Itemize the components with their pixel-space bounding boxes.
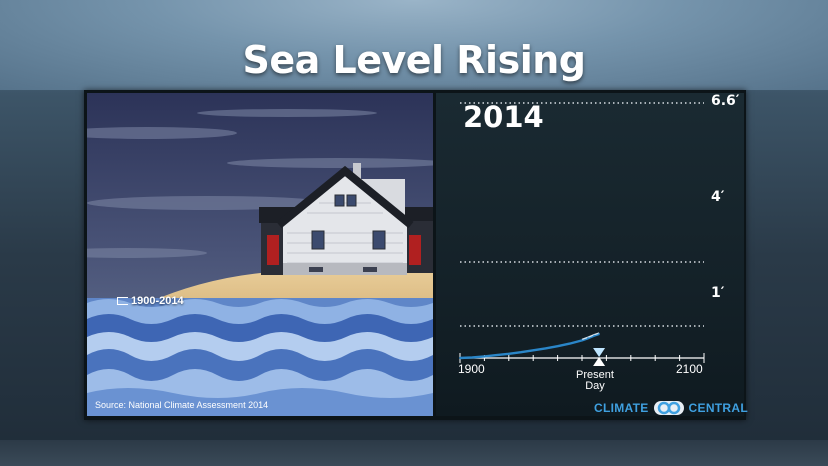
- house-scene: [87, 93, 433, 416]
- series-point-0-1950: [520, 351, 522, 354]
- bottom-band: [0, 440, 828, 466]
- series-point-0-1920: [483, 355, 486, 358]
- present-day-line2: Day: [585, 380, 605, 392]
- source-note: Source: National Climate Assessment 2014: [95, 400, 269, 410]
- period-label: 1900-2014: [117, 295, 184, 307]
- series-point-0-1970: [544, 347, 547, 350]
- logo-text-left: CLIMATE: [594, 401, 649, 415]
- y-label-1ft: 1′: [711, 285, 725, 301]
- series-point-0-2005: [587, 337, 589, 340]
- present-day-marker-top: [593, 348, 606, 357]
- page-title: Sea Level Rising: [242, 38, 586, 82]
- period-label-text: 1900-2014: [131, 295, 184, 307]
- house-scene-illustration: [87, 93, 433, 416]
- logo-text-right: CENTRAL: [688, 401, 748, 415]
- present-day-marker-bottom: [593, 357, 606, 366]
- series-point-0-1990: [568, 342, 571, 345]
- current-year-label: 2014: [463, 100, 544, 134]
- series-point-0-2000: [581, 339, 583, 342]
- sea-level-chart: [436, 93, 744, 416]
- chart-svg: [459, 102, 705, 366]
- series-point-0-1980: [556, 345, 559, 348]
- series-point-0-1900: [459, 357, 461, 359]
- present-day-label: Present Day: [571, 370, 619, 392]
- series-point-0-1940: [507, 352, 510, 355]
- series-line-0: [459, 332, 600, 360]
- x-label-end: 2100: [676, 362, 703, 376]
- title-band: [0, 0, 828, 90]
- series-point-0-2010: [593, 334, 596, 337]
- x-label-start: 1900: [458, 362, 485, 376]
- bracket-icon: [117, 297, 128, 306]
- y-label-4ft: 4′: [711, 189, 725, 205]
- climate-central-logo: CLIMATE CENTRAL: [594, 399, 748, 417]
- y-label-6-6ft: 6.6′: [711, 93, 740, 109]
- series-point-0-1960: [532, 349, 535, 352]
- series-highlight-0: [581, 332, 600, 341]
- present-day-line1: Present: [576, 369, 614, 381]
- logo-rings-icon: [653, 401, 684, 415]
- series-point-0-1910: [471, 356, 474, 359]
- series-point-0-1930: [495, 354, 498, 357]
- series-point-0-2014: [598, 333, 600, 335]
